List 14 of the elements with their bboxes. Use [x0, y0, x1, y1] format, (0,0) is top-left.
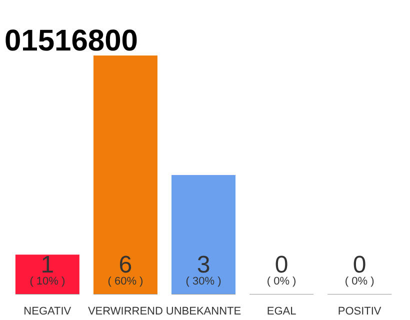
x-tick-label: NEGATIV: [24, 306, 72, 318]
annotation: ( 30% ): [186, 276, 222, 288]
annotation: ( 10% ): [30, 276, 66, 288]
chart-title: 01516800: [4, 24, 138, 58]
data-label: 1: [40, 252, 54, 278]
annotation: ( 0% ): [344, 276, 374, 288]
annotation: ( 0% ): [266, 276, 296, 288]
x-tick-label: POSITIV: [338, 306, 382, 318]
x-tick-label: UNBEKANNTE: [166, 306, 242, 318]
x-tick-label: EGAL: [266, 306, 296, 318]
annotation: ( 60% ): [108, 276, 144, 288]
data-label: 6: [118, 252, 132, 278]
data-label: 3: [196, 252, 210, 278]
x-tick-label: VERWIRREND: [88, 306, 163, 318]
